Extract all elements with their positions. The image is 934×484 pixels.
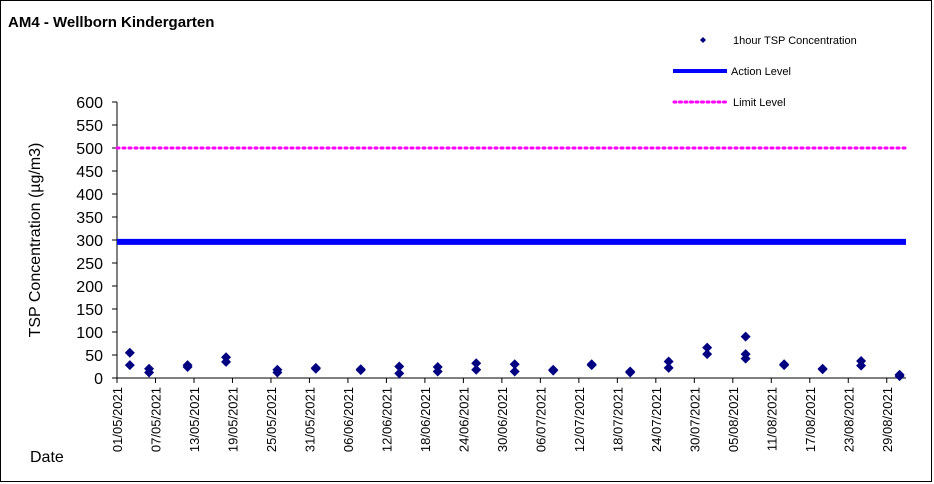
y-tick-label: 450 [76, 164, 103, 181]
data-point [356, 365, 366, 375]
legend-marker-tsp [700, 37, 706, 43]
x-tick-label: 13/05/2021 [187, 387, 202, 452]
y-tick-label: 200 [76, 279, 103, 296]
x-tick-label: 18/07/2021 [610, 387, 625, 452]
data-point [587, 360, 597, 370]
data-point [394, 368, 404, 378]
y-tick-label: 400 [76, 187, 103, 204]
data-point [895, 371, 905, 381]
data-point [741, 332, 751, 342]
x-tick-label: 31/05/2021 [302, 387, 317, 452]
x-tick-label: 11/08/2021 [764, 387, 779, 451]
x-tick-label: 17/08/2021 [803, 387, 818, 452]
x-tick-label: 24/07/2021 [649, 387, 664, 452]
x-tick-label: 24/06/2021 [456, 387, 471, 452]
y-tick-label: 0 [94, 371, 103, 388]
x-tick-label: 07/05/2021 [148, 387, 163, 452]
data-point [510, 367, 520, 377]
x-tick-label: 06/06/2021 [341, 387, 356, 452]
data-point [183, 362, 193, 372]
x-tick-label: 30/06/2021 [495, 387, 510, 452]
data-point [818, 364, 828, 374]
y-tick-label: 600 [76, 95, 103, 112]
y-tick-label: 100 [76, 325, 103, 342]
data-point [664, 363, 674, 373]
x-tick-label: 06/07/2021 [533, 387, 548, 452]
x-tick-label: 12/07/2021 [572, 387, 587, 452]
y-axis-label: TSP Concentration (µg/m3) [27, 143, 44, 338]
legend-label-action: Action Level [731, 66, 791, 78]
y-tick-label: 50 [85, 348, 103, 365]
y-tick-label: 300 [76, 233, 103, 250]
data-point [125, 348, 135, 358]
legend-label-tsp: 1hour TSP Concentration [733, 35, 857, 47]
x-tick-label: 01/05/2021 [110, 387, 125, 452]
data-point [779, 360, 789, 370]
y-tick-label: 350 [76, 210, 103, 227]
y-tick-label: 250 [76, 256, 103, 273]
y-tick-label: 500 [76, 141, 103, 158]
x-tick-label: 29/08/2021 [880, 387, 895, 452]
data-point [311, 364, 321, 374]
y-tick-label: 150 [76, 302, 103, 319]
data-point [125, 360, 135, 370]
x-tick-label: 19/05/2021 [225, 387, 240, 452]
x-tick-label: 30/07/2021 [687, 387, 702, 452]
x-tick-label: 12/06/2021 [379, 387, 394, 452]
data-point [471, 365, 481, 375]
y-tick-label: 550 [76, 118, 103, 135]
x-tick-label: 25/05/2021 [264, 387, 279, 452]
x-tick-label: 23/08/2021 [841, 387, 856, 452]
legend-label-limit: Limit Level [733, 97, 786, 109]
data-point [702, 349, 712, 359]
x-tick-label: 18/06/2021 [418, 387, 433, 452]
data-point [548, 366, 558, 376]
x-tick-label: 05/08/2021 [726, 387, 741, 452]
data-point [625, 367, 635, 377]
